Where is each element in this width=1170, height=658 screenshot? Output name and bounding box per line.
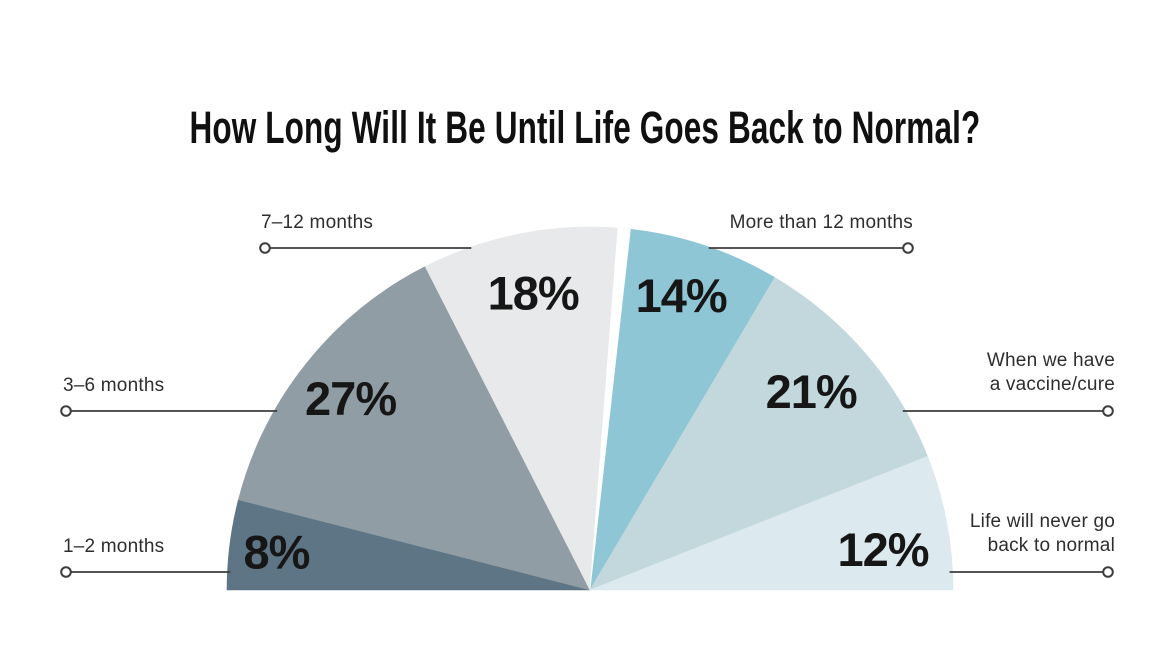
annotation-label-7-12-months: 7–12 months	[261, 212, 374, 233]
connector-dot-5	[1102, 566, 1114, 578]
chart-title-text: How Long Will It Be Until Life Goes Back…	[189, 102, 981, 153]
percent-label-7-12-months: 18%	[488, 266, 579, 319]
slice-3-6-months	[238, 266, 591, 591]
connector-dot-2	[60, 405, 72, 417]
slice-never-normal	[589, 455, 954, 591]
connector-dot-1	[902, 242, 914, 254]
slice-more-than-12-months	[589, 228, 776, 591]
annotation-label-never-normal: Life will never go back to normal	[969, 511, 1115, 556]
annotation-label-3-6-months: 3–6 months	[63, 375, 165, 396]
slice-divider	[589, 227, 631, 591]
slice-7-12-months	[424, 226, 625, 592]
connector-dot-4	[60, 566, 72, 578]
connector-dot-3	[1102, 405, 1114, 417]
annotation-label-vaccine-cure: When we have a vaccine/cure	[986, 350, 1115, 395]
percent-label-more-than-12-months: 14%	[636, 269, 727, 322]
connector-dot-0	[259, 242, 271, 254]
percent-label-never-normal: 12%	[837, 523, 928, 576]
percent-label-vaccine-cure: 21%	[766, 365, 857, 418]
chart-title: How Long Will It Be Until Life Goes Back…	[0, 102, 1170, 154]
annotation-label-more-than-12-months: More than 12 months	[729, 212, 913, 233]
slice-vaccine-cure	[589, 277, 928, 591]
percent-label-1-2-months: 8%	[244, 526, 310, 579]
percent-label-3-6-months: 27%	[305, 372, 396, 425]
annotation-label-1-2-months: 1–2 months	[63, 536, 165, 557]
